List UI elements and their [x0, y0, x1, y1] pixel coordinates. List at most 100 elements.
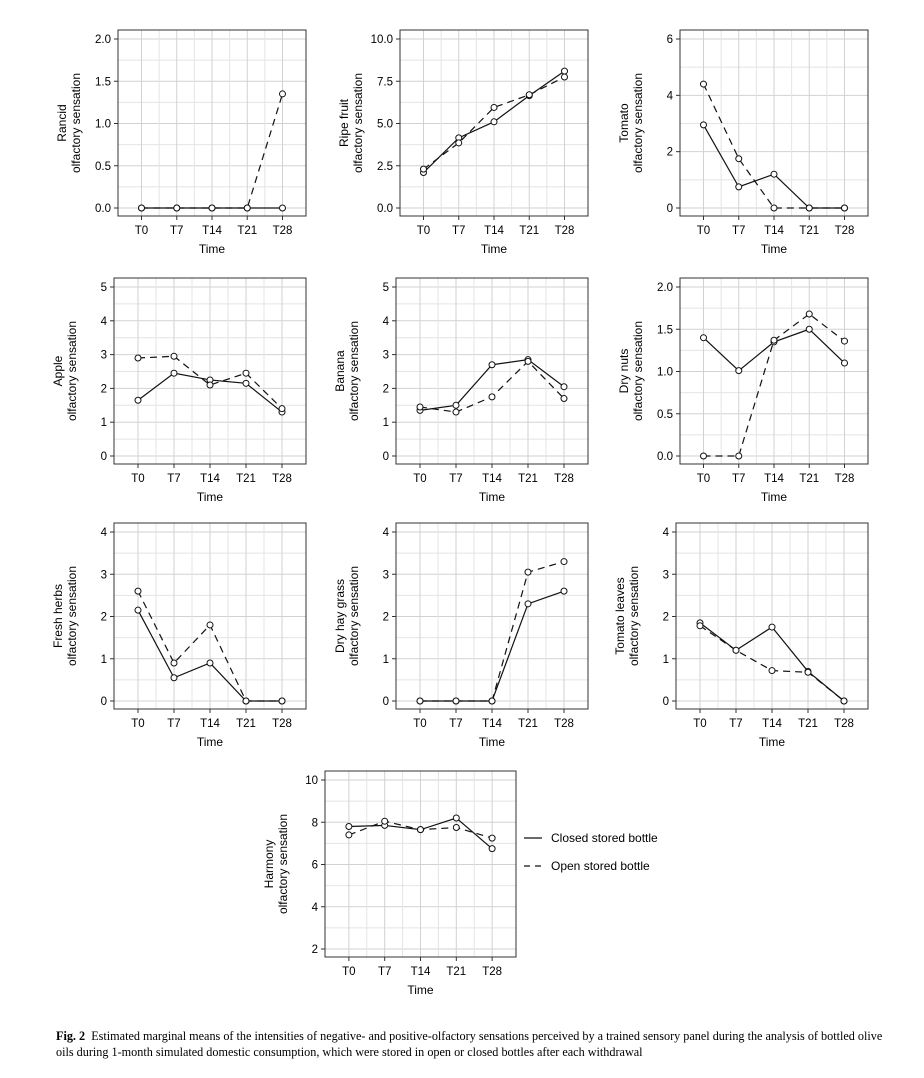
data-point-open [770, 336, 778, 344]
y-tick-label: 0.0 [657, 451, 673, 463]
legend: Closed stored bottle Open stored bottle [524, 831, 658, 873]
y-axis-label-unit: olfactory sensation [347, 566, 361, 666]
y-axis-label: Tomato leaves [613, 577, 627, 654]
x-tick-label: T7 [449, 718, 462, 730]
chart-panel-5: 0 1 2 3 4 5 T0 T7 T14 T21 T28 Time Banana olfactory s… [333, 277, 589, 504]
y-tick-label: 0 [101, 451, 107, 463]
data-point-open [417, 826, 424, 834]
data-point-closed [452, 401, 460, 409]
data-point-closed [735, 183, 743, 191]
figure-caption: Fig. 2 Estimated marginal means of the i… [56, 1028, 886, 1060]
x-axis-label: Time [199, 242, 226, 256]
data-point-closed [560, 587, 568, 595]
data-point-closed [805, 325, 813, 333]
x-tick-label: T14 [411, 966, 431, 978]
x-tick-label: T28 [273, 225, 293, 237]
figure: 0.0 0.5 1.0 1.5 2.0 T0 T7 T14 T21 T28 Time Rancid ol… [51, 29, 869, 997]
data-point-open [490, 103, 498, 111]
y-axis-label: Rancid [55, 104, 69, 141]
y-axis-label: Banana [333, 350, 347, 392]
y-axis-label-unit: olfactory sensation [65, 566, 79, 666]
x-axis-label: Time [197, 735, 224, 749]
y-tick-label: 2.5 [377, 161, 393, 173]
y-tick-label: 0.0 [377, 203, 393, 215]
data-point-closed [700, 121, 707, 129]
x-tick-label: T14 [482, 473, 502, 485]
y-axis-label-unit: olfactory sensation [631, 321, 645, 421]
x-tick-label: T7 [378, 966, 391, 978]
y-axis-label-unit: olfactory sensation [347, 321, 361, 421]
y-tick-label: 1.5 [657, 324, 673, 336]
data-point-open [452, 408, 460, 416]
data-point-open [700, 452, 707, 460]
y-axis-label: Tomato [617, 103, 631, 143]
chart-panel-1: 0.0 0.5 1.0 1.5 2.0 T0 T7 T14 T21 T28 Time Rancid ol… [55, 29, 307, 256]
y-axis-label-unit: olfactory sensation [631, 73, 645, 173]
y-tick-label: 3 [101, 350, 107, 362]
x-tick-label: T0 [693, 718, 706, 730]
x-tick-label: T28 [272, 718, 292, 730]
x-tick-label: T28 [554, 718, 574, 730]
x-tick-label: T21 [799, 473, 819, 485]
data-point-closed [768, 623, 776, 631]
y-tick-label: 0 [383, 451, 389, 463]
x-axis-label: Time [407, 983, 434, 997]
x-tick-label: T0 [697, 225, 710, 237]
x-tick-label: T7 [167, 473, 180, 485]
data-point-closed [206, 659, 214, 667]
y-axis-label: Ripe fruit [337, 98, 351, 147]
chart-panel-4: 0 1 2 3 4 5 T0 T7 T14 T21 T28 Time Apple olfactory se… [51, 277, 307, 504]
y-tick-label: 1.5 [95, 76, 111, 88]
y-tick-label: 2.0 [657, 282, 673, 294]
data-point-open [841, 204, 848, 212]
data-point-closed [134, 396, 142, 404]
x-axis-label: Time [481, 242, 508, 256]
data-point-open [242, 369, 250, 377]
x-tick-label: T14 [202, 225, 222, 237]
y-tick-label: 1.0 [657, 367, 673, 379]
y-tick-label: 3 [663, 569, 669, 581]
data-point-open [805, 310, 813, 318]
y-tick-label: 6 [667, 34, 673, 46]
y-tick-label: 1 [101, 417, 107, 429]
data-point-open [420, 165, 427, 173]
y-tick-label: 4 [101, 316, 108, 328]
x-tick-label: T21 [236, 718, 256, 730]
data-point-open [138, 204, 145, 212]
data-point-open [840, 697, 848, 705]
y-tick-label: 2.0 [95, 34, 111, 46]
x-tick-label: T0 [417, 225, 430, 237]
data-point-closed [490, 118, 498, 126]
chart-panel-3: 0 2 4 6 T0 T7 T14 T21 T28 Time Tomato olfactory sen… [617, 29, 869, 256]
y-tick-label: 10 [305, 775, 318, 787]
y-tick-label: 4 [663, 527, 670, 539]
x-tick-label: T7 [729, 718, 742, 730]
data-point-closed [170, 369, 178, 377]
y-tick-label: 2 [663, 612, 669, 624]
data-point-open [242, 697, 250, 705]
data-point-open [735, 452, 743, 460]
y-axis-label-unit: olfactory sensation [627, 566, 641, 666]
series-line-open [141, 93, 284, 209]
data-point-closed [134, 606, 142, 614]
x-tick-label: T28 [834, 718, 854, 730]
data-point-open [770, 204, 778, 212]
y-tick-label: 0.0 [95, 203, 111, 215]
chart-panel-9: 0 1 2 3 4 T0 T7 T14 T21 T28 Time Tomato leaves olfac… [613, 522, 869, 749]
x-tick-label: T14 [764, 225, 784, 237]
data-point-open [416, 697, 424, 705]
legend-label: Closed stored bottle [551, 831, 658, 845]
y-tick-label: 0 [383, 696, 389, 708]
x-tick-label: T0 [413, 718, 426, 730]
data-point-closed [279, 204, 286, 212]
data-point-open [278, 405, 286, 413]
x-tick-label: T7 [732, 473, 745, 485]
y-axis-label: Dry hay grass [333, 579, 347, 653]
y-axis-label: Apple [51, 355, 65, 386]
x-tick-label: T7 [167, 718, 180, 730]
data-point-open [735, 155, 743, 163]
y-tick-label: 3 [383, 569, 389, 581]
data-point-closed [524, 600, 532, 608]
y-tick-label: 0.5 [657, 409, 673, 421]
x-tick-label: T7 [170, 225, 183, 237]
